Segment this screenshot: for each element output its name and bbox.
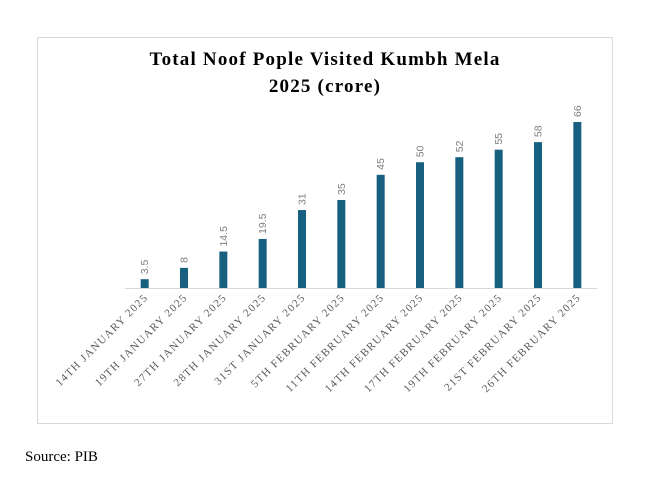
chart-title-line-2: 2025 (crore)	[268, 76, 382, 97]
bar	[337, 199, 346, 288]
data-label: 14.5	[218, 226, 230, 247]
bar	[455, 157, 464, 288]
data-label: 35	[336, 183, 348, 195]
bar	[494, 149, 503, 288]
data-label: 45	[375, 158, 387, 170]
source-note: Source: PIB	[25, 449, 98, 465]
bar	[376, 174, 385, 288]
bar	[573, 122, 582, 288]
bar	[416, 162, 424, 288]
bar	[258, 238, 267, 288]
data-label: 31	[297, 193, 309, 205]
chart-frame	[37, 37, 613, 424]
bar	[219, 251, 228, 288]
data-label: 50	[415, 145, 427, 157]
chart-title: Total Noof Pople Visited Kumbh Mela 2025…	[37, 46, 613, 100]
bar	[298, 210, 306, 288]
data-label: 55	[493, 133, 505, 145]
data-label: 52	[454, 140, 466, 152]
chart-title-line-1: Total Noof Pople Visited Kumbh Mela	[149, 49, 501, 70]
data-label: 8	[179, 257, 191, 263]
bar	[140, 279, 149, 288]
bar	[180, 267, 188, 288]
bar	[534, 142, 542, 288]
data-label: 19.5	[257, 213, 269, 234]
data-label: 66	[572, 105, 584, 117]
data-label: 3.5	[139, 259, 151, 274]
data-label: 58	[533, 125, 545, 137]
